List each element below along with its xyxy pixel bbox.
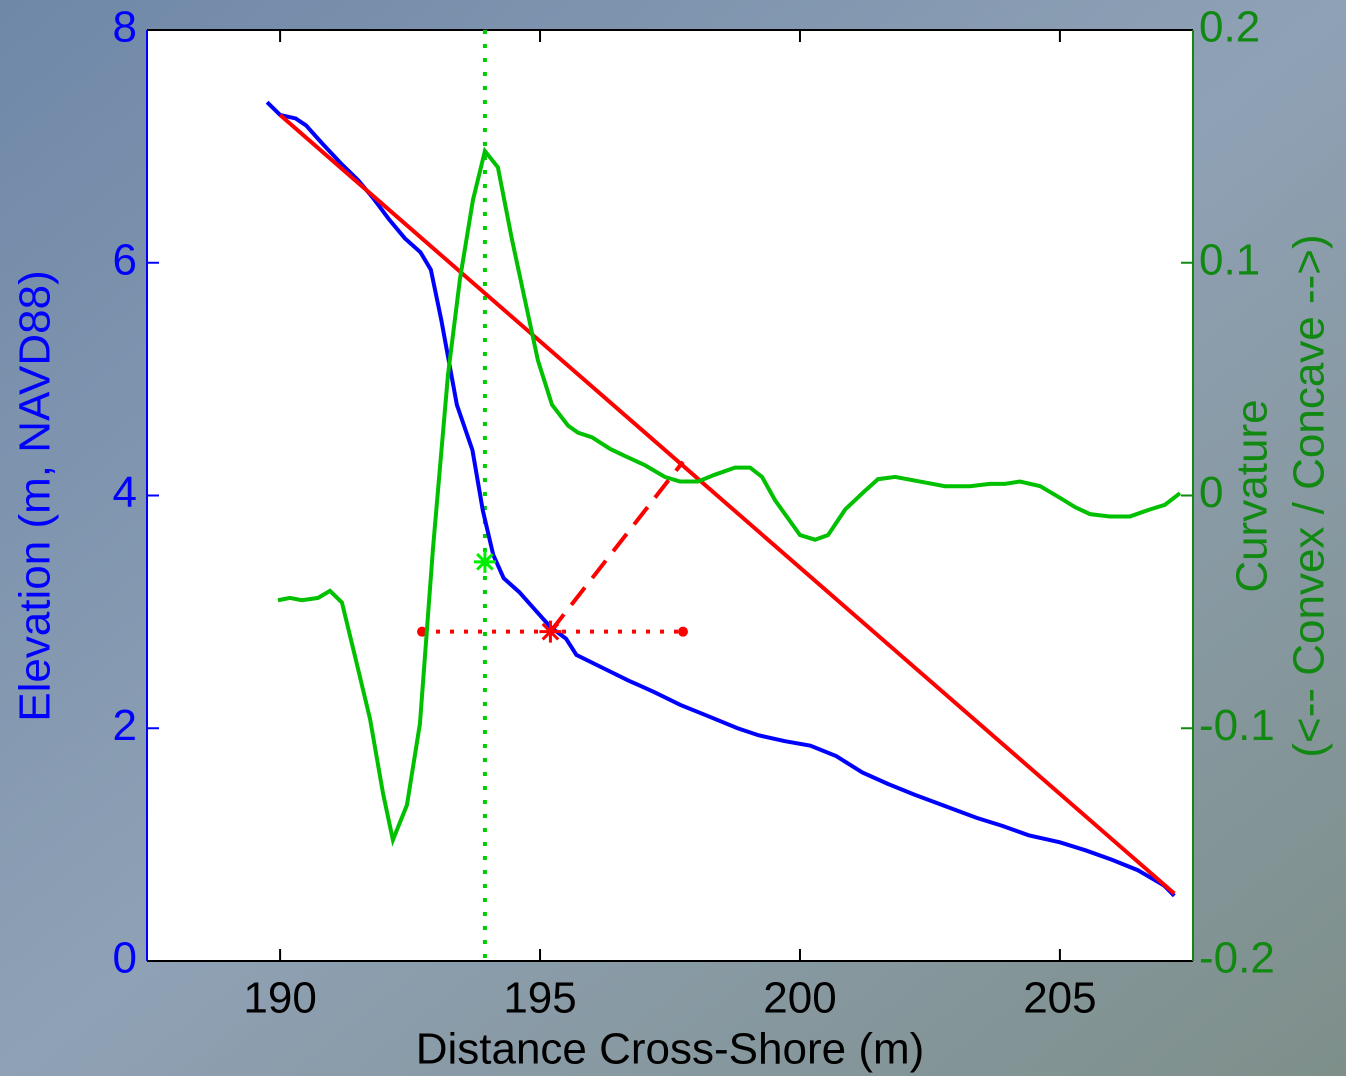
x-tick-label: 195: [503, 974, 576, 1023]
point: [417, 626, 428, 637]
y2-axis-label: Curvature: [1228, 399, 1277, 592]
series-line: [277, 146, 1182, 847]
y2-tick-label: -0.2: [1199, 934, 1275, 983]
y2-tick-label: 0.2: [1199, 3, 1260, 52]
y-tick-label: 4: [113, 468, 137, 517]
x-tick-label: 205: [1023, 974, 1096, 1023]
x-tick-label: 190: [243, 974, 316, 1023]
y2-tick-label: -0.1: [1199, 701, 1275, 750]
y-tick-label: 0: [113, 934, 137, 983]
point: [677, 626, 688, 637]
x-tick-label: 200: [763, 974, 836, 1023]
y2-axis-label: (<-- Convex / Concave -->): [1285, 234, 1334, 757]
y-axis-label: Elevation (m, NAVD88): [11, 270, 60, 722]
star-marker: [539, 620, 562, 643]
series-line: [548, 460, 685, 633]
y-tick-label: 2: [113, 701, 137, 750]
star-marker: [473, 550, 496, 573]
y2-tick-label: 0.1: [1199, 235, 1260, 284]
y2-tick-label: 0: [1199, 468, 1223, 517]
series-line: [265, 100, 1176, 898]
series-line: [278, 113, 1176, 896]
x-axis-label: Distance Cross-Shore (m): [416, 1025, 925, 1074]
y-tick-label: 6: [113, 235, 137, 284]
y-tick-label: 8: [113, 3, 137, 52]
plot-area: [147, 30, 1193, 961]
